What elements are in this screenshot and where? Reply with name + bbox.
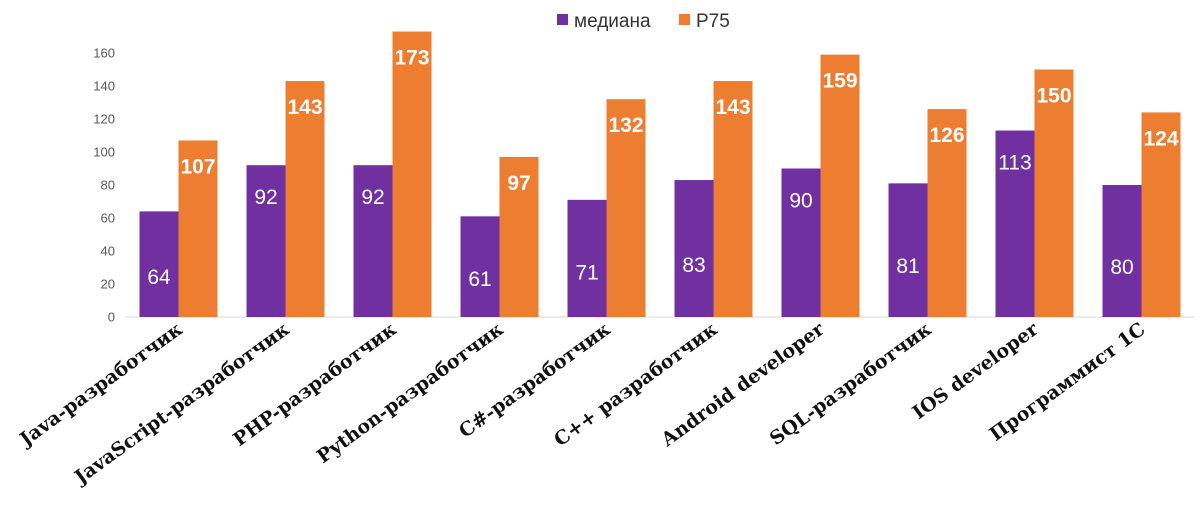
y-tick-label: 100 bbox=[93, 145, 115, 160]
legend-swatch-p75 bbox=[679, 14, 690, 25]
bar-median bbox=[781, 168, 821, 317]
data-label-median: 64 bbox=[147, 266, 171, 289]
data-label-median: 80 bbox=[1110, 256, 1133, 279]
y-tick-label: 0 bbox=[108, 310, 115, 325]
bar-p75 bbox=[606, 99, 646, 317]
y-tick-label: 20 bbox=[101, 277, 115, 292]
bar-median bbox=[995, 130, 1035, 317]
data-label-p75: 173 bbox=[394, 47, 429, 70]
bar-p75 bbox=[1034, 69, 1074, 317]
bar-p75 bbox=[285, 81, 325, 317]
bar-median bbox=[567, 199, 607, 317]
y-tick-label: 120 bbox=[93, 112, 115, 127]
data-label-median: 90 bbox=[789, 190, 812, 213]
data-label-p75: 143 bbox=[715, 96, 750, 119]
data-label-p75: 126 bbox=[929, 124, 964, 147]
data-label-p75: 143 bbox=[287, 96, 322, 119]
legend-label-median: медиана bbox=[574, 11, 651, 32]
y-axis: 0 20 40 60 80 100 120 140 160 bbox=[93, 46, 115, 325]
bar-p75 bbox=[927, 109, 967, 317]
bar-median bbox=[246, 165, 286, 317]
x-tick-label: Python-разработчик bbox=[313, 318, 508, 468]
y-tick-label: 80 bbox=[101, 178, 115, 193]
bar-p75 bbox=[499, 156, 539, 317]
data-label-median: 81 bbox=[896, 255, 919, 278]
bar-median bbox=[1102, 185, 1142, 317]
y-tick-label: 160 bbox=[93, 46, 115, 61]
legend: медиана P75 bbox=[557, 11, 730, 32]
bar-p75 bbox=[178, 140, 218, 317]
bar-median bbox=[139, 211, 179, 317]
legend-label-p75: P75 bbox=[696, 11, 730, 32]
data-label-p75: 97 bbox=[507, 172, 530, 195]
y-tick-label: 60 bbox=[101, 211, 115, 226]
data-label-p75: 132 bbox=[608, 114, 643, 137]
x-tick-label: JavaScript-разработчик bbox=[69, 318, 294, 490]
bar-p75 bbox=[1141, 112, 1181, 318]
data-label-median: 83 bbox=[682, 254, 705, 277]
bar-median bbox=[353, 165, 393, 317]
bar-median bbox=[460, 216, 500, 317]
category-labels: Java-разработчикJavaScript-разработчикPH… bbox=[14, 318, 1149, 490]
bar-median bbox=[674, 180, 714, 317]
y-tick-label: 140 bbox=[93, 79, 115, 94]
bar-p75 bbox=[713, 81, 753, 317]
bar-p75 bbox=[392, 31, 432, 318]
data-label-p75: 159 bbox=[822, 70, 857, 93]
data-label-p75: 150 bbox=[1036, 85, 1071, 108]
data-label-median: 92 bbox=[254, 186, 277, 209]
data-label-median: 71 bbox=[575, 261, 598, 284]
bar-p75 bbox=[820, 54, 860, 318]
bars: 64 107 92 143 92 173 61 97 71 132 83 143 90 159 81 126 1… bbox=[139, 31, 1181, 318]
data-label-median: 92 bbox=[361, 186, 384, 209]
data-label-median: 61 bbox=[468, 268, 491, 291]
legend-swatch-median bbox=[557, 14, 568, 25]
bar-median bbox=[888, 183, 928, 317]
y-tick-label: 40 bbox=[101, 244, 115, 259]
data-label-p75: 107 bbox=[180, 155, 215, 178]
data-label-p75: 124 bbox=[1143, 127, 1178, 150]
data-label-median: 113 bbox=[998, 152, 1031, 175]
